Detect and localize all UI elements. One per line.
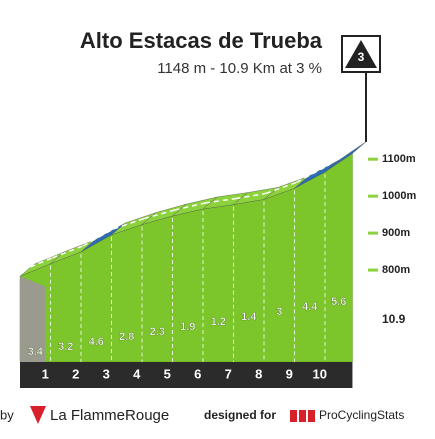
km-label: 9	[286, 366, 293, 381]
profile-side	[20, 276, 45, 362]
category-triangle	[345, 40, 377, 68]
segment-dash	[296, 165, 328, 183]
profile-base	[20, 362, 353, 388]
km-label: 1	[42, 366, 49, 381]
gradient-label: 3.4	[28, 346, 44, 358]
footer-designed: designed for	[204, 408, 276, 422]
gradient-label: 2.3	[150, 326, 165, 338]
km-label: 8	[255, 366, 262, 381]
km-label: 10	[313, 366, 327, 381]
gradient-label: 2.8	[119, 331, 134, 343]
segment-dash	[82, 228, 114, 247]
segment-dash	[265, 181, 297, 195]
site-logo	[299, 410, 306, 422]
km-label: 5	[164, 366, 171, 381]
category-label: 3	[358, 50, 365, 64]
gradient-label: 3	[276, 306, 282, 318]
y-tick-label: 800m	[382, 264, 410, 276]
km-label: 2	[72, 366, 79, 381]
segment-dash	[326, 146, 355, 167]
site-logo	[290, 410, 297, 422]
chart-title: Alto Estacas de Trueba	[80, 28, 323, 53]
footer-brand: La FlammeRouge	[50, 407, 169, 424]
footer-site: ProCyclingStats	[319, 408, 404, 422]
y-tick-label: 1000m	[382, 190, 416, 202]
km-label: 7	[225, 366, 232, 381]
gradient-label: 1.4	[241, 311, 257, 323]
gradient-label: 3.2	[58, 341, 73, 353]
km-label: 6	[194, 366, 201, 381]
segment-top	[324, 141, 367, 173]
y-tick-label: 900m	[382, 227, 410, 239]
brand-logo	[30, 406, 46, 424]
y-tick-label: 1100m	[382, 153, 416, 165]
gradient-label: 1.2	[211, 316, 226, 328]
gradient-label: 4.4	[302, 301, 318, 313]
segment-dash	[21, 257, 53, 271]
gradient-label: 4.6	[89, 336, 104, 348]
chart-subtitle: 1148 m - 10.9 Km at 3 %	[157, 60, 322, 77]
footer-by: by	[0, 407, 14, 422]
profile: 3.4 3.2 4.6 2.8 2.3 1.9 1.2 1.4 3 4.4 5.6 1 2 3 4 5 6 7 8 9…	[19, 141, 416, 388]
gradient-label: 5.6	[331, 296, 346, 308]
km-label: 4	[133, 366, 141, 381]
segment-dash	[52, 245, 84, 259]
distance-label: 10.9	[382, 312, 406, 326]
km-label: 3	[103, 366, 110, 381]
gradient-label: 1.9	[180, 321, 195, 333]
site-logo	[308, 410, 315, 422]
